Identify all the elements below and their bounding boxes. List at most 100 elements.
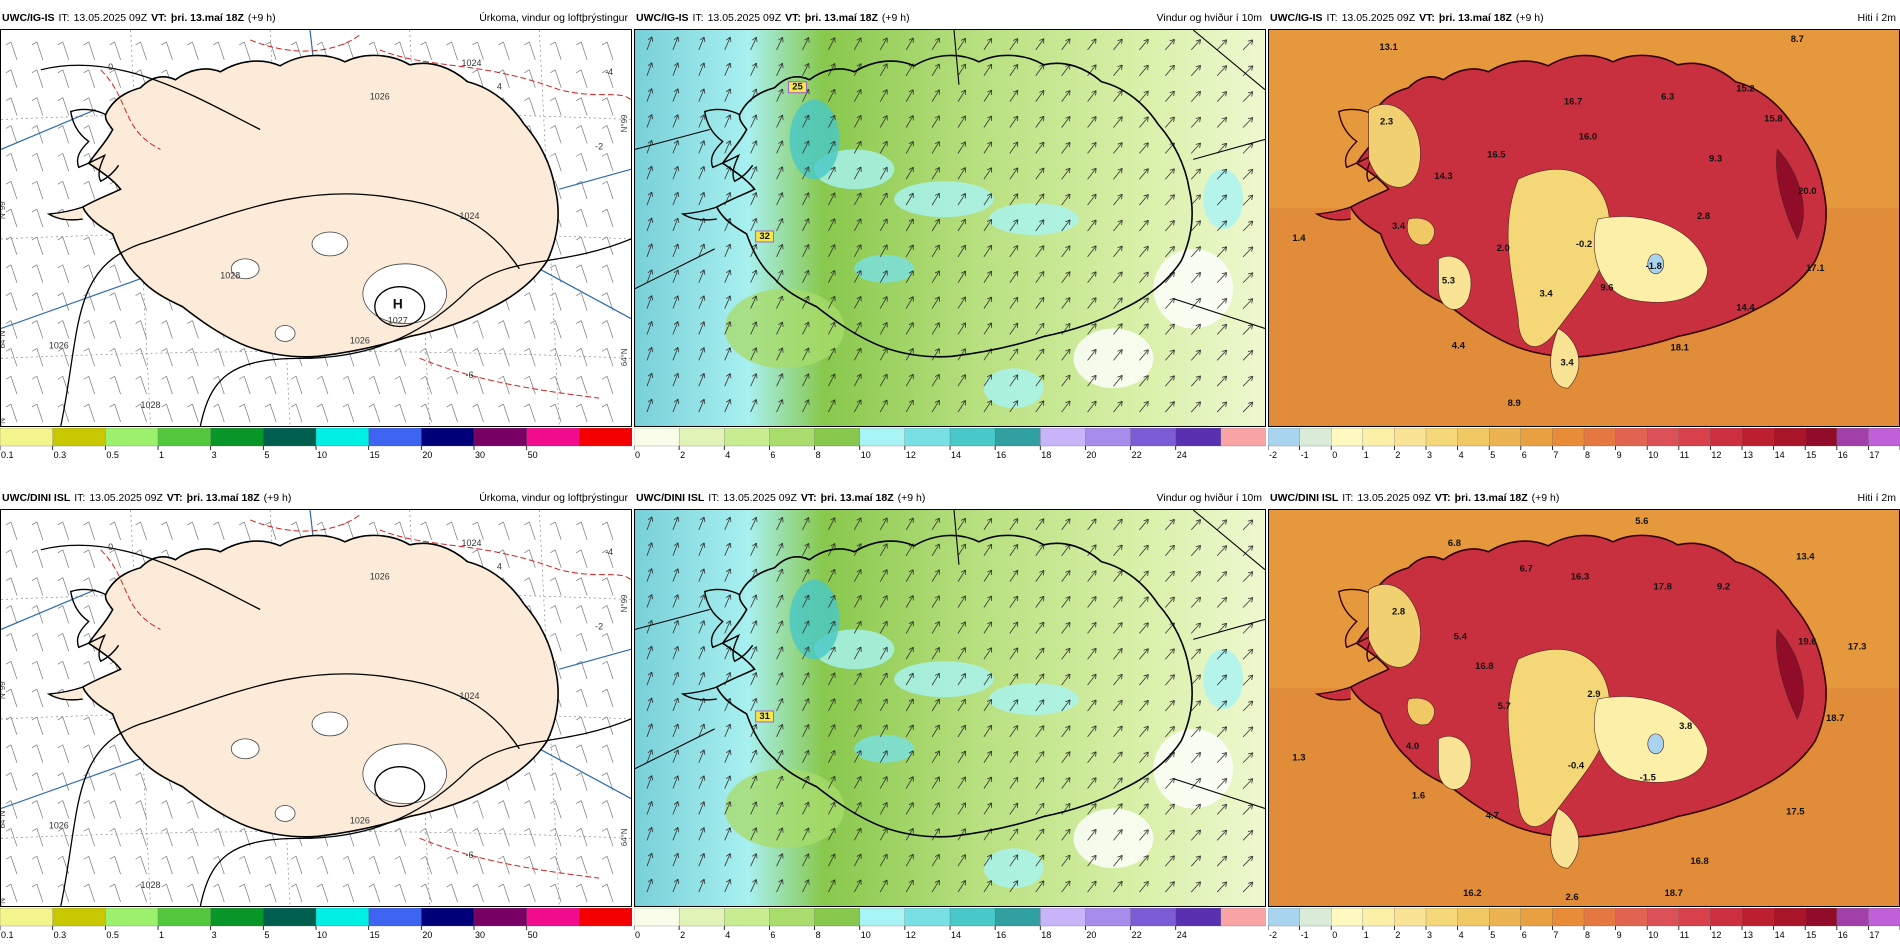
colorbar-tick-label: 4 <box>725 930 730 940</box>
latitude-label: N°99 <box>620 594 629 612</box>
valid-time: þri. 13.maí 18Z <box>1455 492 1528 504</box>
colorbar-tick-label: 50 <box>528 450 538 460</box>
temperature-contour-label: -2 <box>595 141 603 151</box>
colorbar-tick-label: 16 <box>996 930 1006 940</box>
valid-time: þri. 13.maí 18Z <box>821 492 894 504</box>
colorbar-swatch <box>1837 428 1869 446</box>
colorbar-swatch <box>1710 428 1742 446</box>
colorbar-swatch <box>316 428 369 446</box>
model-name: UWC/IG-IS <box>2 12 55 24</box>
colorbar-tick-label: 15 <box>370 930 380 940</box>
colorbar-tick-label: 11 <box>1680 930 1689 940</box>
temperature-label: 3.8 <box>1679 721 1692 732</box>
colorbar-swatch <box>1552 428 1584 446</box>
temperature-label: 16.5 <box>1487 149 1505 160</box>
colorbar-tick-label: 24 <box>1177 930 1187 940</box>
temperature-label: 4.4 <box>1452 340 1466 351</box>
temperature-label: 17.5 <box>1786 806 1804 817</box>
colorbar-tick-label: 3 <box>212 450 217 460</box>
colorbar-swatch <box>1710 908 1742 926</box>
colorbar-tick-label: 15 <box>1806 930 1816 940</box>
colorbar-swatch <box>1679 908 1711 926</box>
latitude-label: 63°N <box>1 898 7 906</box>
temperature-label: 1.3 <box>1292 753 1305 764</box>
colorbar-swatch <box>527 908 580 926</box>
colorbar-swatch <box>53 908 106 926</box>
colorbar-swatch <box>769 428 815 446</box>
latitude-label: 63°N <box>1 418 7 426</box>
isobar-label: 1028 <box>141 880 161 890</box>
colorbar-tick-label: 20 <box>422 930 432 940</box>
colorbar-tick-label: 10 <box>317 930 327 940</box>
panel-title: Úrkoma, vindur og loftþrýstingur <box>479 7 628 29</box>
colorbar-swatch <box>1774 908 1806 926</box>
temperature-contour-label: -2 <box>595 621 603 631</box>
colorbar-tick-label: 16 <box>996 450 1006 460</box>
colorbar-tick-label: 8 <box>1585 930 1590 940</box>
colorbar-swatch <box>1521 428 1553 446</box>
colorbar-swatch <box>1394 908 1426 926</box>
panel-title: Hiti í 2m <box>1857 7 1896 29</box>
colorbar-swatch <box>1040 908 1086 926</box>
lead-time: (+9 h) <box>1516 12 1544 24</box>
valid-time: þri. 13.maí 18Z <box>171 12 244 24</box>
colorbar-swatch <box>634 908 680 926</box>
colorbar-swatch <box>860 908 906 926</box>
temperature-label: 17.1 <box>1806 263 1824 274</box>
init-time: 13.05.2025 09Z <box>89 492 163 504</box>
colorbar-swatch <box>1085 428 1131 446</box>
temperature-label: 13.4 <box>1796 552 1815 563</box>
colorbar-swatch <box>905 908 951 926</box>
colorbar-swatch <box>1616 428 1648 446</box>
it-label: IT: <box>74 492 85 504</box>
latitude-label: 64°N <box>1 810 7 828</box>
temperature-label: 2.8 <box>1697 211 1710 222</box>
temperature-label: 1.4 <box>1292 233 1306 244</box>
colorbar-tick-label: -1 <box>1301 930 1309 940</box>
colorbar-swatch <box>815 908 861 926</box>
temperature-label: 4.0 <box>1406 741 1419 752</box>
colorbar-swatch <box>579 908 632 926</box>
colorbar-swatch <box>1394 428 1426 446</box>
temperature-contour-label: 0 <box>108 62 113 72</box>
colorbar-swatch <box>579 428 632 446</box>
colorbar-swatch <box>1742 908 1774 926</box>
latitude-label: 64°N <box>1 330 7 348</box>
colorbar-tick-label: 6 <box>1522 930 1527 940</box>
colorbar-tick-label: -2 <box>1269 930 1277 940</box>
colorbar-swatch <box>1552 908 1584 926</box>
init-time: 13.05.2025 09Z <box>1357 492 1431 504</box>
colorbar-tick-label: 22 <box>1132 930 1142 940</box>
colorbar-tick-label: 10 <box>861 450 871 460</box>
colorbar-swatch <box>724 428 770 446</box>
colorbar-tick-label: 14 <box>951 930 961 940</box>
colorbar-swatch <box>105 908 158 926</box>
panel-title: Hiti í 2m <box>1857 487 1896 509</box>
lead-time: (+9 h) <box>882 12 910 24</box>
colorbar-tick-label: 9 <box>1617 930 1622 940</box>
colorbar-swatch <box>950 908 996 926</box>
temperature-label: 19.6 <box>1798 636 1816 647</box>
colorbar-tick-label: 3 <box>212 930 217 940</box>
isobar-label: 1024 <box>460 211 480 221</box>
colorbar-swatch <box>527 428 580 446</box>
isobar-label: 1028 <box>220 271 240 281</box>
temperature-label: 16.0 <box>1579 131 1597 142</box>
temperature-label: 15.2 <box>1736 84 1754 95</box>
colorbar-swatch <box>263 428 316 446</box>
temperature-label: 14.4 <box>1736 303 1755 314</box>
colorbar-tick-label: 0.1 <box>1 930 14 940</box>
